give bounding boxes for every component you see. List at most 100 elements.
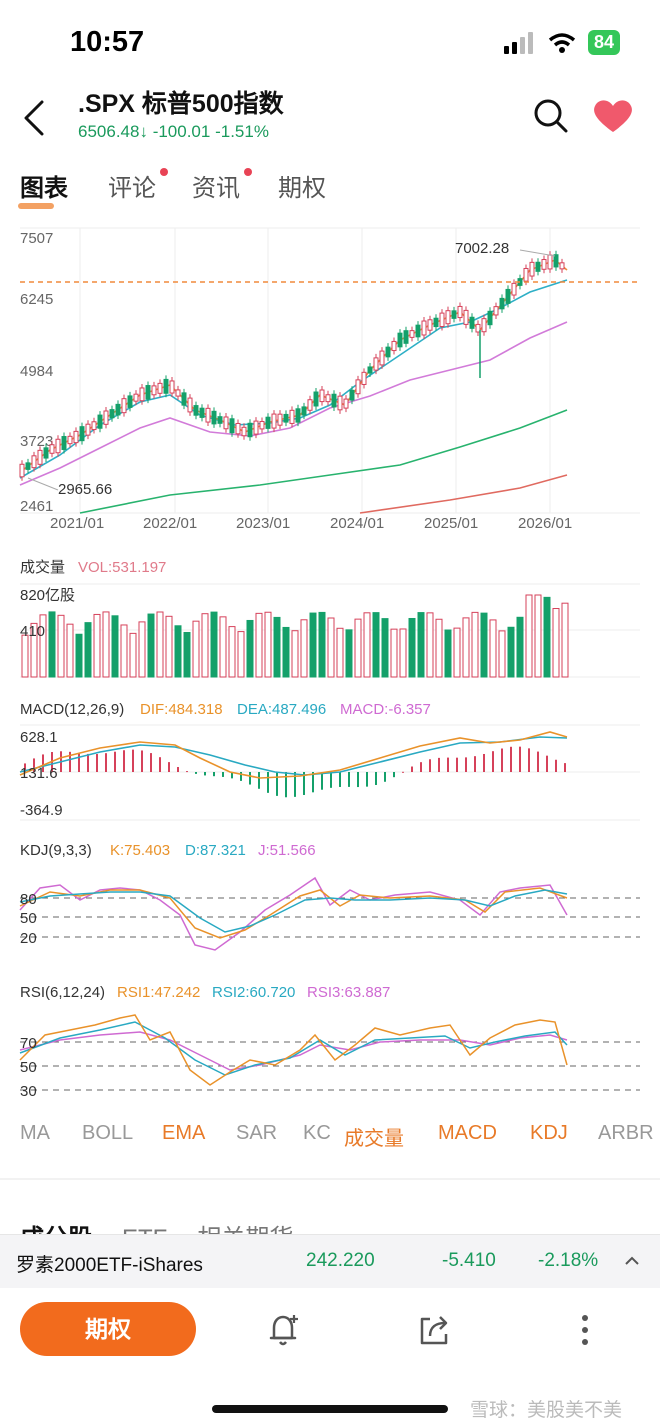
volume-bar (444, 629, 452, 678)
candle-body (169, 380, 175, 394)
candle-body (493, 306, 499, 316)
macd-dea: DEA:487.496 (237, 701, 326, 718)
candle-body (181, 392, 187, 406)
candle-body (433, 317, 439, 328)
indicator-tab-ema[interactable]: EMA (162, 1122, 206, 1144)
candle-body (475, 323, 481, 333)
kdj-title: KDJ(9,3,3) (20, 842, 92, 859)
volume-bar (561, 602, 569, 678)
volume-bar (21, 634, 29, 678)
macd-dif: DIF:484.318 (140, 701, 223, 718)
volume-bar (336, 627, 344, 678)
volume-bar (138, 621, 146, 678)
volume-bar (372, 612, 380, 678)
ema-short-line (19, 321, 568, 486)
bottom-action-bar: 期权 (0, 1290, 660, 1370)
price-ema-line (19, 259, 568, 473)
macd-histogram-bar (231, 772, 233, 779)
volume-bar (552, 608, 560, 678)
volume-bar (84, 622, 92, 678)
candle-body (463, 309, 469, 325)
macd-histogram-bar (177, 767, 179, 772)
candle-body (241, 426, 247, 437)
search-icon[interactable] (533, 98, 569, 134)
indicator-tab-ma[interactable]: MA (20, 1122, 50, 1144)
candle-body (481, 318, 487, 333)
macd-histogram-bar (168, 762, 170, 772)
x-tick-2023: 2023/01 (236, 515, 290, 532)
macd-histogram-bar (474, 756, 476, 772)
candle-body (109, 409, 115, 419)
volume-bar (174, 625, 182, 678)
kdj-d: D:87.321 (185, 842, 246, 859)
candle-body (397, 332, 403, 348)
kdj-label-50: 50 (20, 910, 37, 927)
back-arrow-icon[interactable] (20, 98, 50, 138)
ticker-bar[interactable]: 罗素2000ETF-iShares 242.220 -5.410 -2.18% (0, 1234, 660, 1288)
candle-body (121, 398, 127, 414)
active-tab-underline (18, 203, 54, 209)
status-icons: 84 (503, 30, 620, 55)
candle-body (235, 422, 241, 435)
candle-body (427, 319, 433, 331)
volume-bar (102, 611, 110, 678)
volume-bar (39, 614, 47, 678)
volume-bar (309, 612, 317, 678)
macd-histogram-bar (321, 772, 323, 790)
volume-bar (462, 617, 470, 678)
macd-y-bottom: -364.9 (20, 802, 63, 819)
more-vertical-icon[interactable] (570, 1312, 600, 1348)
volume-bar (219, 616, 227, 678)
macd-histogram-bar (429, 759, 431, 772)
volume-bar (507, 626, 515, 678)
favorite-heart-icon[interactable] (592, 98, 634, 134)
price-y-tick-4: 3723 (20, 433, 53, 450)
tab-news[interactable]: 资讯 (192, 175, 240, 202)
volume-bar (291, 630, 299, 678)
volume-bar (516, 616, 524, 678)
macd-title: MACD(12,26,9) (20, 701, 124, 718)
macd-histogram-bar (456, 757, 458, 772)
volume-bar (183, 631, 191, 678)
chevron-up-icon[interactable] (622, 1253, 642, 1269)
indicator-tab-macd[interactable]: MACD (438, 1122, 497, 1144)
volume-bar (264, 611, 272, 678)
candle-body (97, 414, 103, 429)
macd-histogram-bar (339, 772, 341, 787)
indicator-tab-boll[interactable]: BOLL (82, 1122, 134, 1144)
candle-body (535, 261, 541, 272)
indicator-tab-kc[interactable]: KC (303, 1122, 331, 1144)
macd-histogram-bar (114, 751, 116, 772)
macd-histogram-bar (258, 772, 260, 789)
options-button[interactable]: 期权 (20, 1302, 196, 1356)
tab-chart[interactable]: 图表 (20, 175, 68, 202)
indicator-tab-volume[interactable]: 成交量 (344, 1128, 404, 1150)
macd-histogram-bar (510, 746, 512, 772)
low-label: 2965.66 (58, 481, 112, 498)
chart-area[interactable]: 7507 6245 4984 3723 2461 7002.28 2965.66… (0, 210, 660, 1115)
alert-bell-icon[interactable] (266, 1312, 302, 1348)
macd-histogram-bar (528, 748, 530, 772)
kdj-d-line (19, 889, 568, 933)
share-icon[interactable] (416, 1312, 452, 1348)
candle-body (19, 463, 25, 478)
indicator-tab-kdj[interactable]: KDJ (530, 1122, 568, 1144)
macd-histogram-bar (240, 772, 242, 781)
macd-histogram-bar (546, 755, 548, 772)
macd-histogram-bar (555, 759, 557, 772)
candle-body (79, 426, 85, 442)
wifi-icon (548, 32, 576, 53)
macd-histogram-bar (384, 772, 386, 782)
tab-comments[interactable]: 评论 (108, 175, 156, 202)
indicator-tab-arbr[interactable]: ARBR (598, 1122, 654, 1144)
volume-value: VOL:531.197 (78, 559, 166, 576)
price-grid (20, 227, 640, 514)
home-indicator[interactable] (212, 1405, 448, 1413)
volume-bar (534, 594, 542, 678)
candle-body (409, 330, 415, 338)
indicator-tab-sar[interactable]: SAR (236, 1122, 278, 1144)
volume-bar (354, 618, 362, 678)
candle-body (313, 391, 319, 407)
tab-options[interactable]: 期权 (278, 175, 326, 202)
candle-body (265, 416, 271, 429)
